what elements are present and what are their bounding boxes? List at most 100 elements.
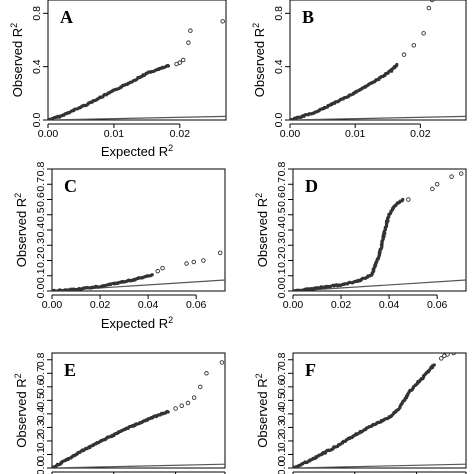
y-tick-label: 0.0 [273, 113, 285, 128]
y-tick-label: 0.0 [35, 461, 47, 474]
y-tick-label: 0.4 [273, 59, 285, 74]
y-tick-label: 0.6 [276, 379, 288, 394]
data-point [150, 273, 154, 277]
y-tick-label: 0.6 [276, 192, 288, 207]
y-tick-label: 0.1 [35, 268, 47, 283]
data-point-outlier [461, 347, 465, 351]
data-point-outlier [220, 19, 225, 24]
x-tick-label: 0.00 [280, 128, 301, 140]
y-tick-label: 0.0 [276, 461, 288, 474]
y-axis-title-main: Observed [14, 207, 29, 267]
panel-f: 0.00.10.20.30.40.50.60.70.8 Observed R2 F [254, 347, 467, 474]
plot-frame [292, 352, 467, 469]
y-axis-title-symbol: R [255, 378, 270, 387]
panel-letter: B [302, 7, 314, 27]
reference-line [293, 463, 466, 468]
data-point-outlier [179, 403, 184, 409]
x-tick-label: 0.00 [42, 299, 63, 311]
data-point-outlier [406, 197, 411, 202]
y-tick-label: 0.2 [35, 253, 47, 268]
reference-line [52, 463, 225, 468]
y-tick-label: 0.5 [35, 393, 47, 408]
data-point-outlier [426, 5, 432, 11]
y-tick-label: 0.7 [276, 366, 288, 381]
y-axis-title: Observed R2 [251, 23, 267, 97]
y-tick-label: 0.4 [276, 406, 288, 421]
y-tick-label: 0.7 [35, 366, 47, 381]
data-point-outlier [411, 43, 417, 48]
y-axis-title: Observed R2 [9, 23, 25, 97]
y-axis-title-superscript: 2 [251, 23, 261, 28]
data-points [52, 250, 223, 291]
y-tick-label: 0.2 [276, 253, 288, 268]
plot-frame [289, 0, 467, 121]
panel-a: 0.0 0.4 0.8 0.00 0.01 0.02 Observed R2 Expected… [9, 0, 227, 159]
panel-e: 0.00.10.20.30.40.50.60.70.8 Observed R2 E [13, 352, 226, 474]
data-point-outlier [177, 60, 183, 65]
y-tick-label: 0.3 [35, 238, 47, 253]
data-point-outlier [458, 171, 464, 176]
x-tick-label: 0.02 [331, 299, 352, 311]
y-axis-title: Observed R2 [254, 193, 270, 267]
data-point [166, 64, 171, 68]
y-axis-title: Observed R2 [13, 193, 29, 267]
y-axis-title-symbol: R [10, 28, 25, 37]
data-point-outlier [201, 258, 206, 263]
y-tick-label: 0.5 [276, 207, 288, 222]
x-tick-label: 0.06 [427, 299, 448, 311]
y-axis-title: Observed R2 [13, 373, 29, 447]
y-tick-label: 0.6 [35, 192, 47, 207]
data-point-outlier [429, 0, 435, 3]
panel-d: 0.00.10.20.30.40.50.60.70.8 0.00 0.02 0.04 0… [254, 162, 467, 311]
y-axis-title-symbol: R [255, 198, 270, 207]
y-tick-label: 0.3 [276, 420, 288, 435]
data-point-outlier [198, 384, 203, 390]
x-tick-label: 0.04 [138, 299, 159, 311]
data-points [52, 360, 225, 468]
data-point-outlier [155, 268, 160, 274]
x-tick-label: 0.00 [38, 128, 59, 140]
y-tick-label: 0.8 [276, 352, 288, 367]
y-axis-title: Observed R2 [254, 373, 270, 447]
y-tick-label: 0.8 [276, 162, 288, 177]
data-point-outlier [184, 261, 189, 266]
data-points [290, 0, 435, 120]
data-point-outlier [217, 250, 223, 256]
data-point-outlier [439, 356, 444, 361]
y-tick-label: 0.5 [276, 393, 288, 408]
x-tick-label: 0.02 [410, 128, 431, 140]
panel-c: 0.00.10.20.30.40.50.60.70.8 0.00 0.02 0.04 0… [13, 162, 226, 331]
y-tick-label: 0.4 [276, 223, 288, 238]
data-point-outlier [421, 31, 426, 36]
y-axis-title-symbol: R [14, 378, 29, 387]
data-point-outlier [449, 174, 454, 179]
reference-line [290, 115, 466, 120]
y-axis-title-main: Observed [14, 388, 29, 448]
y-tick-label: 0.1 [276, 447, 288, 462]
y-axis-title-superscript: 2 [254, 193, 264, 198]
panel-letter: E [64, 360, 76, 380]
data-points [48, 19, 225, 120]
data-point-outlier [401, 52, 407, 57]
x-tick-label: 0.02 [170, 128, 191, 140]
y-tick-label: 0.3 [35, 420, 47, 435]
y-tick-label: 0.7 [35, 177, 47, 192]
y-tick-label: 0.4 [35, 406, 47, 421]
data-point-outlier [186, 40, 191, 45]
y-tick-label: 0.8 [273, 6, 285, 21]
data-point-outlier [430, 186, 435, 192]
y-axis-title-superscript: 2 [13, 193, 23, 198]
y-tick-label: 0.8 [35, 352, 47, 367]
y-axis-title-main: Observed [10, 37, 25, 97]
data-point-outlier [219, 360, 225, 365]
panel-b: 0.0 0.4 0.8 0.00 0.01 0.02 Observed R2 B [251, 0, 467, 140]
x-tick-label: 0.04 [379, 299, 400, 311]
plot-frame [51, 352, 226, 469]
data-point-outlier [188, 28, 193, 33]
panel-letter: D [305, 176, 318, 196]
y-tick-label: 0.3 [276, 238, 288, 253]
y-tick-label: 0.7 [276, 177, 288, 192]
plot-frame [292, 168, 467, 292]
x-tick-label: 0.01 [104, 128, 125, 140]
